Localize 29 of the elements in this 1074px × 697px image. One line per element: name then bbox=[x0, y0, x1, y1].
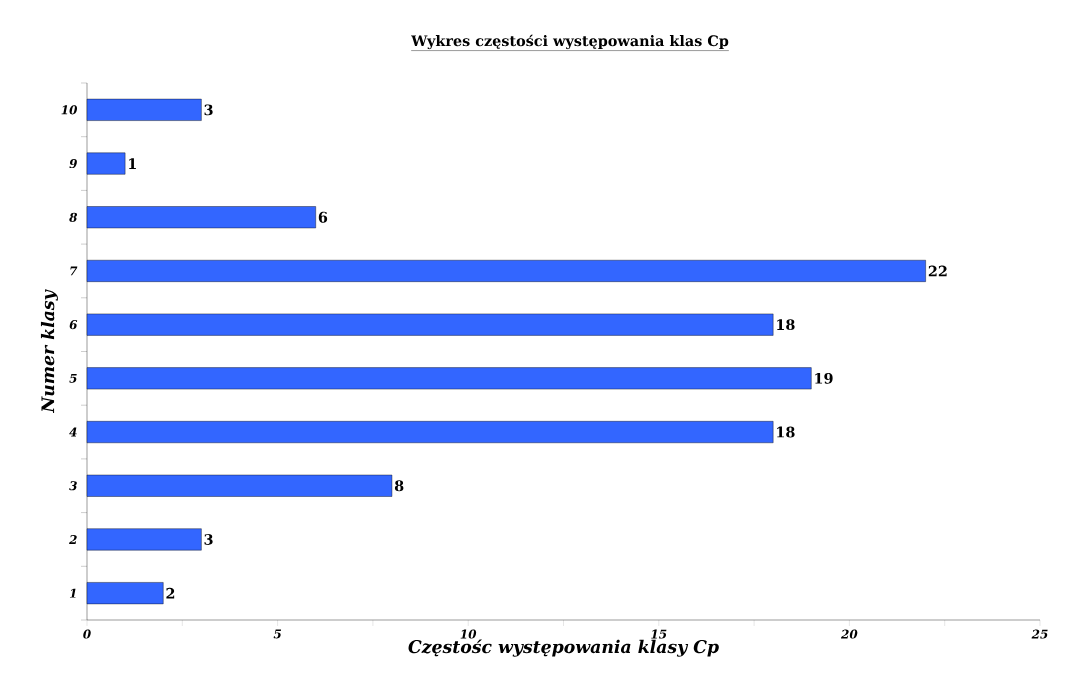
y-tick-label: 10 bbox=[61, 105, 78, 115]
y-tick-label: 4 bbox=[69, 427, 77, 437]
x-tick-label: 10 bbox=[460, 629, 477, 639]
data-label: 6 bbox=[318, 211, 328, 223]
data-label: 3 bbox=[204, 104, 213, 116]
y-tick-label: 7 bbox=[70, 266, 78, 276]
y-tick-label: 8 bbox=[69, 212, 78, 222]
x-tick-label: 15 bbox=[651, 629, 667, 639]
data-label: 22 bbox=[928, 265, 947, 277]
chart-title: Wykres częstości występowania klas Cp bbox=[411, 34, 729, 50]
x-axis-title: Częstośc występowania klasy Cp bbox=[408, 639, 719, 657]
x-tick-label: 20 bbox=[840, 629, 858, 639]
data-label: 3 bbox=[204, 534, 213, 545]
y-axis-title: Numer klasy bbox=[40, 289, 58, 414]
data-label: 18 bbox=[777, 426, 795, 438]
data-label: 2 bbox=[166, 587, 175, 599]
y-tick-label: 1 bbox=[69, 588, 76, 598]
data-label: 18 bbox=[777, 319, 795, 331]
data-label: 1 bbox=[129, 158, 136, 169]
x-tick-label: 5 bbox=[273, 629, 282, 639]
x-tick-label: 0 bbox=[83, 629, 91, 639]
data-label: 8 bbox=[394, 480, 404, 492]
y-tick-label: 2 bbox=[69, 534, 77, 544]
y-tick-label: 9 bbox=[69, 159, 77, 169]
x-tick-label: 25 bbox=[1031, 629, 1048, 639]
y-tick-label: 5 bbox=[69, 373, 77, 383]
y-tick-label: 6 bbox=[69, 320, 78, 330]
y-tick-label: 3 bbox=[69, 481, 77, 491]
data-label: 19 bbox=[815, 372, 833, 384]
